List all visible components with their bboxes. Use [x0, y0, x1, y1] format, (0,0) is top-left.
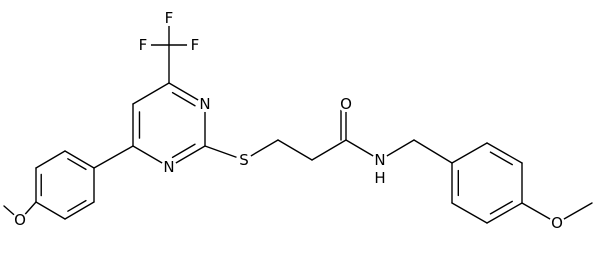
atom-label: F — [139, 36, 148, 54]
bond — [64, 201, 95, 220]
atom-label: N — [199, 95, 210, 113]
bond — [451, 142, 488, 164]
label-background — [549, 215, 565, 231]
bond — [132, 82, 170, 105]
atom-label: F — [191, 36, 200, 54]
label-background — [338, 96, 354, 112]
bond — [486, 142, 523, 164]
atom-label: O — [551, 214, 563, 232]
label-background — [372, 170, 388, 186]
label-background — [12, 212, 28, 228]
bond — [35, 150, 66, 169]
bond — [413, 139, 453, 164]
label-background — [161, 10, 177, 26]
bonds — [3, 17, 593, 224]
bond — [277, 139, 313, 161]
double-bond-inner — [489, 151, 513, 166]
bond — [93, 145, 134, 169]
double-bond-inner — [171, 91, 196, 107]
double-bond-inner — [67, 158, 87, 171]
atom-label: H — [374, 169, 385, 187]
double-bond-inner — [67, 199, 87, 212]
label-background — [161, 159, 177, 175]
label-background — [197, 96, 213, 112]
bond — [486, 202, 523, 224]
atom-label: N — [374, 151, 385, 169]
label-background — [236, 152, 252, 168]
atom-label: F — [165, 9, 174, 27]
label-background — [187, 37, 203, 53]
atom-label: O — [14, 211, 26, 229]
label-background — [135, 37, 151, 53]
bond — [64, 150, 95, 169]
double-bond-inner — [489, 200, 513, 215]
label-background — [372, 152, 388, 168]
double-bond-inner — [171, 143, 196, 159]
bond — [311, 139, 347, 161]
atom-label: O — [340, 95, 352, 113]
bond — [35, 201, 66, 220]
bond — [451, 202, 488, 224]
atom-label: N — [163, 158, 174, 176]
atom-label: S — [239, 151, 249, 169]
